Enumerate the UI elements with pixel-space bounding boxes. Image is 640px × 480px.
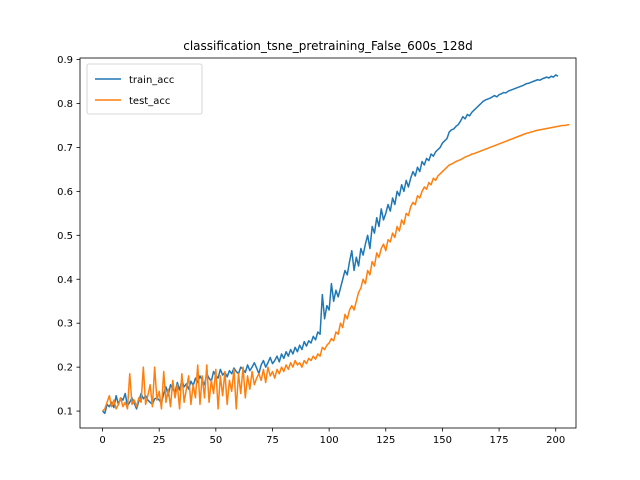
y-tick-label: 0.8 — [57, 99, 73, 110]
series-line-test_acc — [102, 123, 570, 412]
chart-title: classification_tsne_pretraining_False_60… — [183, 39, 473, 53]
legend-label-train_acc: train_acc — [129, 75, 174, 86]
x-tick-label: 125 — [376, 435, 395, 446]
y-tick-label: 0.3 — [57, 319, 73, 330]
x-tick-label: 150 — [433, 435, 452, 446]
y-tick-label: 0.2 — [57, 363, 73, 374]
legend-label-test_acc: test_acc — [129, 96, 170, 107]
x-tick-label: 50 — [209, 435, 222, 446]
y-tick-label: 0.1 — [57, 407, 73, 418]
x-tick-label: 25 — [153, 435, 166, 446]
y-tick-label: 0.4 — [57, 275, 73, 286]
x-tick-label: 100 — [320, 435, 339, 446]
legend-box — [86, 63, 203, 115]
y-tick-label: 0.9 — [57, 55, 73, 66]
legend: train_acc test_acc — [86, 63, 203, 115]
y-tick-label: 0.5 — [57, 231, 73, 242]
y-tick-label: 0.7 — [57, 143, 73, 154]
x-tick-label: 75 — [266, 435, 279, 446]
axes-frame — [79, 57, 577, 429]
series-layer — [102, 74, 570, 415]
series-line-train_acc — [102, 74, 559, 415]
axes-layer: 0 25 50 75 100 125 150 175 200 0.1 0.2 0.3 0.4 0.5 0.6… — [57, 55, 577, 446]
x-tick-label: 200 — [546, 435, 565, 446]
x-tick-label: 175 — [490, 435, 509, 446]
x-tick-label: 0 — [99, 435, 105, 446]
y-tick-label: 0.6 — [57, 187, 73, 198]
